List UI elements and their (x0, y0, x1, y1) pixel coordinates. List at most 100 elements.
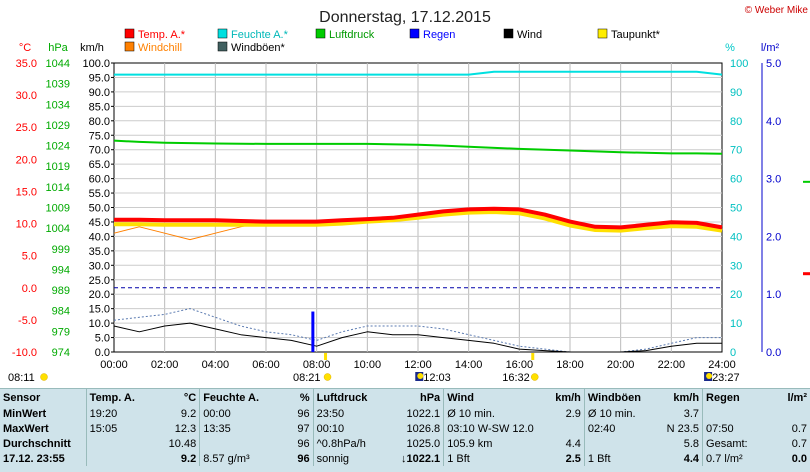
hum-tick-label: 90 (730, 87, 742, 99)
weather-chart: Donnerstag, 17.12.2015 © Weber Mike Temp… (8, 5, 810, 384)
legend-swatch (124, 28, 135, 39)
wind-tick-label: 10.0 (89, 318, 110, 330)
table-cell: 02:40 (583, 421, 649, 436)
table-cell: N 23.5 (666, 422, 700, 435)
press-tick-label: 989 (52, 285, 70, 297)
table-cell (537, 421, 585, 436)
press-tick-label: 994 (52, 264, 70, 276)
wind-tick-label: 5.0 (95, 333, 110, 345)
table-cell: 105.9 km (443, 436, 537, 451)
press-tick-label: 1034 (46, 99, 70, 111)
copyright-text: © Weber Mike (745, 5, 809, 16)
wind-tick-label: 45.0 (89, 217, 110, 229)
legend-label: Taupunkt* (611, 29, 661, 41)
table-cell: 0.0 (791, 452, 807, 465)
table-cell: 19:20 (85, 406, 154, 421)
legend-swatch (217, 28, 228, 39)
table-cell: ^0.8hPa/h (312, 436, 390, 451)
table-row: MaxWert 15:05 12.3 13:35 97 00:10 1026.8 03:10 … (0, 421, 810, 436)
table-header-cell: % (299, 391, 310, 404)
table-cell: 96 (297, 452, 310, 465)
press-tick-label: 1024 (46, 141, 70, 153)
table-header-cell: Sensor (3, 391, 41, 404)
rain-tick-label: 1.0 (766, 289, 781, 301)
table-cell: 0.7 (791, 422, 807, 435)
wind-tick-label: 55.0 (89, 188, 110, 200)
table-cell: 1 Bft (443, 451, 537, 466)
table-cell: 1022.1 (406, 407, 441, 420)
temp-tick-label: 15.0 (16, 186, 37, 198)
table-header-cell: km/h (673, 391, 700, 404)
hum-tick-label: 20 (730, 289, 742, 301)
table-cell: 10.48 (168, 437, 197, 450)
sun-icon (531, 373, 539, 381)
legend-label: Regen (423, 29, 455, 41)
hum-tick-label: 30 (730, 260, 742, 272)
table-cell (770, 406, 810, 421)
legend-swatch (217, 41, 228, 52)
table-cell: 1026.8 (406, 422, 441, 435)
table-header-cell: hPa (420, 391, 441, 404)
time-tick-label: 16:00 (506, 359, 534, 371)
temp-tick-label: 5.0 (22, 251, 37, 263)
temp-tick-label: 0.0 (22, 283, 37, 295)
series-feuchte-a (114, 70, 723, 76)
legend-label: Temp. A.* (138, 29, 186, 41)
hum-tick-label: 50 (730, 203, 742, 215)
table-cell: 96 (297, 407, 310, 420)
press-tick-label: 984 (52, 306, 70, 318)
table-cell: 12.3 (174, 422, 197, 435)
table-cell: 9.2 (180, 407, 197, 420)
wind-tick-label: 40.0 (89, 231, 110, 243)
sun-time-label: 23:27 (712, 372, 740, 384)
wind-tick-label: 50.0 (89, 203, 110, 215)
temp-tick-label: 25.0 (16, 122, 37, 134)
legend-label: Wind (517, 29, 542, 41)
time-tick-label: 04:00 (202, 359, 230, 371)
table-row: Durchschnitt 10.48 96 ^0.8hPa/h 1025.0 105.9 … (0, 436, 810, 451)
table-cell: 17.12. 23:55 (3, 452, 65, 465)
rain-tick-label: 5.0 (766, 58, 781, 70)
hum-tick-label: 70 (730, 145, 742, 157)
table-header-row: Sensor Temp. A. °C Feuchte A.% Luftdruck hPa W… (0, 389, 810, 406)
time-tick-label: 00:00 (100, 359, 128, 371)
legend-swatch (597, 28, 608, 39)
table-cell (583, 436, 649, 451)
grid (114, 63, 722, 352)
series-luftdruck (113, 139, 723, 155)
table-cell: 0.7 (791, 437, 807, 450)
legend-label: Luftdruck (329, 29, 375, 41)
table-cell (85, 436, 154, 451)
legend-swatch (409, 28, 420, 39)
temp-tick-label: -10.0 (12, 347, 37, 359)
table-cell: 97 (297, 422, 310, 435)
wind-tick-label: 85.0 (89, 101, 110, 113)
table-cell: 00:00 (199, 406, 276, 421)
sun-time-label: 12:03 (423, 372, 451, 384)
press-tick-label: 1009 (46, 203, 70, 215)
hum-tick-label: 0 (730, 347, 736, 359)
moon-phase-icon (706, 373, 713, 379)
table-header-cell: km/h (555, 391, 581, 404)
wind-tick-label: 25.0 (89, 275, 110, 287)
temp-tick-label: -5.0 (18, 315, 37, 327)
axis-ticks: 35.0 30.0 25.0 20.0 15.0 10.0 5.0 0.0 -5.0 -10.0 1… (12, 58, 781, 371)
table-row: 17.12. 23:55 9.2 8.57 g/m³ 96 sonnig ↓1022.1 1… (0, 451, 810, 466)
table-cell: 96 (297, 437, 310, 450)
rain-tick-label: 2.0 (766, 231, 781, 243)
hum-unit-label: % (725, 42, 735, 54)
table-header-cell: Luftdruck (312, 389, 390, 406)
wind-tick-label: 15.0 (89, 304, 110, 316)
table-cell: MaxWert (3, 422, 49, 435)
wind-tick-label: 80.0 (89, 116, 110, 128)
wind-tick-label: 70.0 (89, 145, 110, 157)
wind-tick-label: 90.0 (89, 87, 110, 99)
hum-tick-label: 80 (730, 116, 742, 128)
table-cell: Gesamt: (702, 436, 771, 451)
sun-icon (323, 373, 332, 381)
table-cell: 23:50 (312, 406, 390, 421)
time-tick-label: 14:00 (455, 359, 483, 371)
table-cell (199, 436, 276, 451)
legend-swatch (124, 41, 135, 52)
wind-unit-label: km/h (80, 42, 104, 54)
